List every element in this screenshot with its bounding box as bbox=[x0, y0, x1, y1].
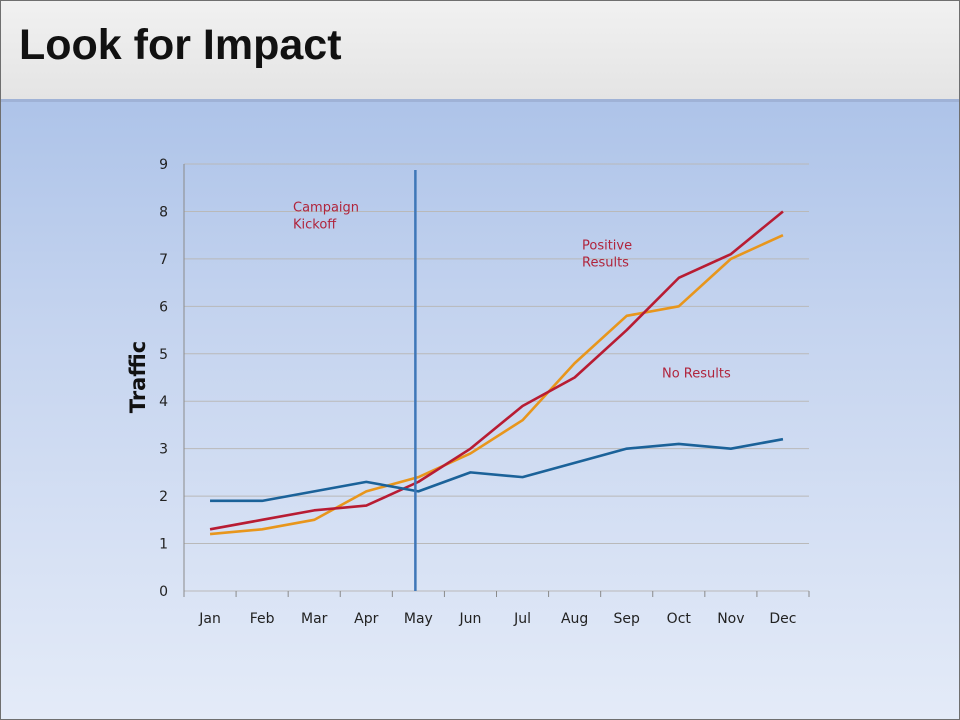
data-point bbox=[572, 375, 577, 380]
data-point bbox=[676, 441, 681, 446]
chart-annotation: Positive bbox=[582, 238, 632, 253]
x-tick-label: Nov bbox=[717, 611, 744, 627]
data-point bbox=[520, 475, 525, 480]
data-point bbox=[780, 209, 785, 214]
y-tick-label: 0 bbox=[159, 584, 168, 600]
data-point bbox=[676, 275, 681, 280]
data-point bbox=[312, 489, 317, 494]
data-point bbox=[728, 252, 733, 257]
data-point bbox=[624, 313, 629, 318]
data-point bbox=[208, 527, 213, 532]
data-point bbox=[208, 498, 213, 503]
y-tick-label: 8 bbox=[159, 204, 168, 220]
y-tick-label: 7 bbox=[159, 252, 168, 268]
data-point bbox=[624, 446, 629, 451]
data-point bbox=[364, 503, 369, 508]
x-tick-label: Dec bbox=[769, 611, 796, 627]
data-point bbox=[676, 304, 681, 309]
y-axis-label: Traffic bbox=[126, 341, 150, 413]
data-point bbox=[572, 361, 577, 366]
y-tick-label: 6 bbox=[159, 299, 168, 315]
y-tick-label: 2 bbox=[159, 489, 168, 505]
series-line-1 bbox=[209, 233, 784, 536]
y-tick-label: 3 bbox=[159, 442, 168, 458]
x-tick-label: Apr bbox=[354, 611, 378, 627]
title-bar: Look for Impact bbox=[1, 1, 959, 102]
x-tick-label: Jan bbox=[198, 611, 221, 627]
chart-annotation: No Results bbox=[662, 367, 731, 382]
series-line-2 bbox=[209, 210, 784, 531]
slide-title: Look for Impact bbox=[19, 21, 342, 69]
data-point bbox=[260, 527, 265, 532]
x-tick-label: Mar bbox=[301, 611, 328, 627]
data-point bbox=[312, 517, 317, 522]
x-tick-label: Feb bbox=[250, 611, 275, 627]
data-point bbox=[572, 460, 577, 465]
y-tick-label: 5 bbox=[159, 347, 168, 363]
data-point bbox=[260, 517, 265, 522]
x-tick-label: Oct bbox=[667, 611, 692, 627]
data-point bbox=[520, 403, 525, 408]
data-point bbox=[468, 446, 473, 451]
data-point bbox=[728, 446, 733, 451]
y-tick-label: 1 bbox=[159, 537, 168, 553]
data-point bbox=[624, 328, 629, 333]
data-point bbox=[364, 489, 369, 494]
y-tick-label: 9 bbox=[159, 157, 168, 173]
chart-annotation: Campaign bbox=[293, 200, 359, 215]
y-tick-label: 4 bbox=[159, 394, 168, 410]
x-tick-label: May bbox=[404, 611, 433, 627]
data-point bbox=[520, 418, 525, 423]
data-point bbox=[260, 498, 265, 503]
data-point bbox=[312, 508, 317, 513]
data-point bbox=[780, 233, 785, 238]
chart-annotation: Results bbox=[582, 255, 629, 270]
x-tick-label: Sep bbox=[614, 611, 641, 627]
data-point bbox=[728, 256, 733, 261]
chart-annotation: Kickoff bbox=[293, 217, 337, 232]
x-tick-label: Aug bbox=[561, 611, 588, 627]
x-tick-label: Jul bbox=[513, 611, 531, 627]
series-line-3 bbox=[210, 437, 784, 503]
x-tick-label: Jun bbox=[459, 611, 482, 627]
data-point bbox=[780, 437, 785, 442]
data-point bbox=[468, 470, 473, 475]
data-point bbox=[208, 532, 213, 537]
data-point bbox=[468, 451, 473, 456]
data-point bbox=[364, 479, 369, 484]
